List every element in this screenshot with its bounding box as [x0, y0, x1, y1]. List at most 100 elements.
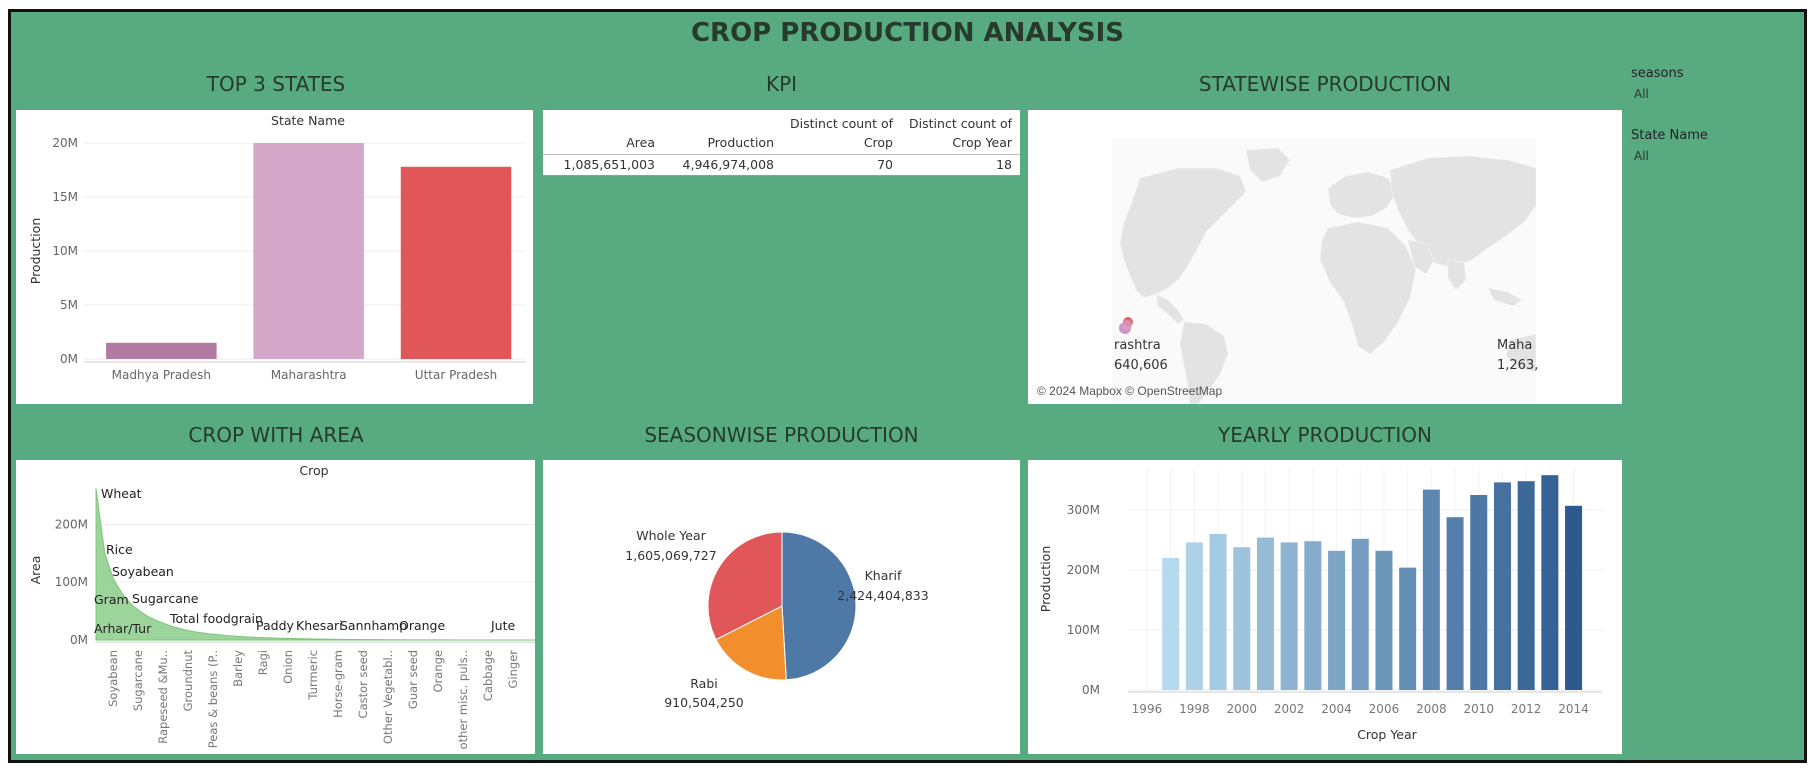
- panel-yearly: 0M 100M 200M 300M Production 1996 1998 2000 2002…: [1028, 460, 1622, 754]
- y-tick-label: 10M: [52, 244, 78, 258]
- section-title-top-states: TOP 3 STATES: [206, 72, 346, 96]
- pie-label-value: 2,424,404,833: [837, 588, 928, 603]
- area-annotation: Sugarcane: [132, 591, 199, 606]
- x-tick-label: Onion: [281, 650, 295, 684]
- arabia-shape: [1407, 239, 1435, 275]
- kpi-header-area: Area: [626, 135, 655, 150]
- pie-slice-kharif: [781, 531, 857, 681]
- area-series: [95, 488, 536, 641]
- asia-shape: [1389, 155, 1537, 269]
- x-tick-label: Orange: [431, 650, 445, 693]
- world-map[interactable]: [1028, 110, 1622, 404]
- europe-shape: [1327, 171, 1397, 219]
- bar-year-1999: [1209, 534, 1227, 690]
- map-label-left-name: rashtra: [1114, 338, 1161, 353]
- x-tick-label: 2006: [1369, 702, 1400, 716]
- greenland-shape: [1245, 147, 1291, 183]
- bar-year-2014: [1565, 505, 1583, 690]
- y-tick-label: 0M: [70, 633, 88, 647]
- x-tick-label: 1998: [1179, 702, 1210, 716]
- area-annotation: Khesari: [296, 618, 343, 633]
- australia-shape: [1505, 333, 1537, 373]
- bar-year-1998: [1185, 542, 1203, 690]
- x-tick-label: 2002: [1274, 702, 1305, 716]
- north-america-shape: [1119, 167, 1247, 299]
- kpi-value-production: 4,946,974,008: [663, 154, 782, 176]
- x-tick-label: Peas & beans (P..: [206, 650, 220, 748]
- pie-label-name: Whole Year: [636, 528, 706, 543]
- y-tick-label: 100M: [1067, 623, 1100, 637]
- x-tick-label: Castor seed: [356, 650, 370, 718]
- x-tick-label: Soyabean: [106, 650, 120, 707]
- bar-year-2002: [1280, 542, 1298, 690]
- area-annotation: Arhar/Tur: [94, 621, 152, 636]
- area-annotation: Total foodgrain: [169, 611, 263, 626]
- bar-year-2003: [1304, 541, 1322, 690]
- filter-seasons-dropdown[interactable]: All: [1634, 87, 1649, 101]
- y-tick-label: 200M: [1067, 563, 1100, 577]
- map-attribution[interactable]: © 2024 Mapbox © OpenStreetMap: [1037, 384, 1223, 398]
- bar-year-2010: [1470, 495, 1488, 690]
- kpi-table: Area Production Distinct count of Crop Di…: [543, 112, 1020, 176]
- bar-year-2009: [1446, 517, 1464, 690]
- yearly-bar-chart[interactable]: 0M 100M 200M 300M Production 1996 1998 2000 2002…: [1028, 460, 1622, 754]
- x-tick-label: Maharashtra: [271, 368, 347, 382]
- south-america-shape: [1179, 321, 1229, 404]
- y-tick-label: 15M: [52, 190, 78, 204]
- y-tick-label: 20M: [52, 136, 78, 150]
- bar-year-2000: [1233, 547, 1251, 690]
- kpi-value-distinct-crop: 70: [782, 154, 901, 176]
- bar-year-2006: [1375, 550, 1393, 690]
- kpi-value-area: 1,085,651,003: [543, 154, 663, 176]
- y-tick-label: 5M: [60, 298, 78, 312]
- x-tick-label: 2010: [1463, 702, 1494, 716]
- y-tick-label: 0M: [1082, 683, 1100, 697]
- bar-year-2004: [1328, 550, 1346, 690]
- y-tick-label: 300M: [1067, 503, 1100, 517]
- y-axis-label: Production: [28, 218, 43, 285]
- central-america-shape: [1155, 293, 1185, 325]
- section-title-seasonwise: SEASONWISE PRODUCTION: [644, 423, 919, 447]
- area-annotation: Orange: [399, 618, 445, 633]
- area-annotation: Jute: [490, 618, 516, 633]
- map-label-left: rashtra 640,606: [1114, 336, 1168, 376]
- x-tick-label: 2012: [1511, 702, 1542, 716]
- seasonwise-pie-chart[interactable]: Kharif 2,424,404,833 Rabi 910,504,250 Whole …: [543, 460, 1020, 754]
- chart-title: State Name: [271, 113, 345, 128]
- map-right-margin: [1536, 110, 1622, 404]
- map-label-right-name: Maha: [1497, 338, 1533, 353]
- area-annotation: Paddy: [256, 618, 295, 633]
- bar-year-2005: [1351, 538, 1369, 690]
- x-tick-label: Guar seed: [406, 650, 420, 709]
- x-axis-label: Crop Year: [1357, 727, 1417, 742]
- pie-label-value: 1,605,069,727: [625, 548, 716, 563]
- africa-shape: [1319, 221, 1417, 355]
- map-label-right: Maha 1,263,: [1497, 336, 1538, 376]
- chart-title: Crop: [299, 463, 328, 478]
- india-shape: [1447, 259, 1467, 291]
- top-states-bar-chart[interactable]: State Name 0M 5M 10M 15M 20M Production Madhya …: [16, 110, 533, 404]
- pie-slice-whole-year: [707, 531, 783, 641]
- x-tick-label: 2008: [1416, 702, 1447, 716]
- x-tick-label: Horse-gram: [331, 650, 345, 718]
- filter-state-name-label: State Name: [1631, 128, 1708, 143]
- y-axis-label: Production: [1038, 546, 1053, 613]
- x-tick-label: Ginger: [506, 650, 520, 689]
- kpi-header-distinct-crop: Distinct count of Crop: [790, 116, 893, 150]
- panel-seasonwise: Kharif 2,424,404,833 Rabi 910,504,250 Whole …: [543, 460, 1020, 754]
- dashboard-title: CROP PRODUCTION ANALYSIS: [690, 18, 1125, 48]
- kpi-header-production: Production: [707, 135, 774, 150]
- bar-madhya-pradesh: [106, 342, 217, 359]
- filter-state-name-dropdown[interactable]: All: [1634, 149, 1649, 163]
- panel-statewise-map: rashtra 640,606 Maha 1,263, © 2024 Mapbo…: [1028, 110, 1622, 404]
- x-tick-label: 2014: [1558, 702, 1589, 716]
- area-annotation: Wheat: [101, 486, 142, 501]
- kpi-value-row: 1,085,651,003 4,946,974,008 70 18: [543, 154, 1020, 176]
- bar-year-2001: [1256, 537, 1274, 690]
- kpi-header-row: Area Production Distinct count of Crop Di…: [543, 112, 1020, 155]
- x-tick-label: Uttar Pradesh: [415, 368, 497, 382]
- map-marker-maharashtra[interactable]: [1122, 320, 1132, 330]
- kpi-header-distinct-crop-year: Distinct count of Crop Year: [909, 116, 1012, 150]
- se-asia-shape: [1487, 287, 1523, 307]
